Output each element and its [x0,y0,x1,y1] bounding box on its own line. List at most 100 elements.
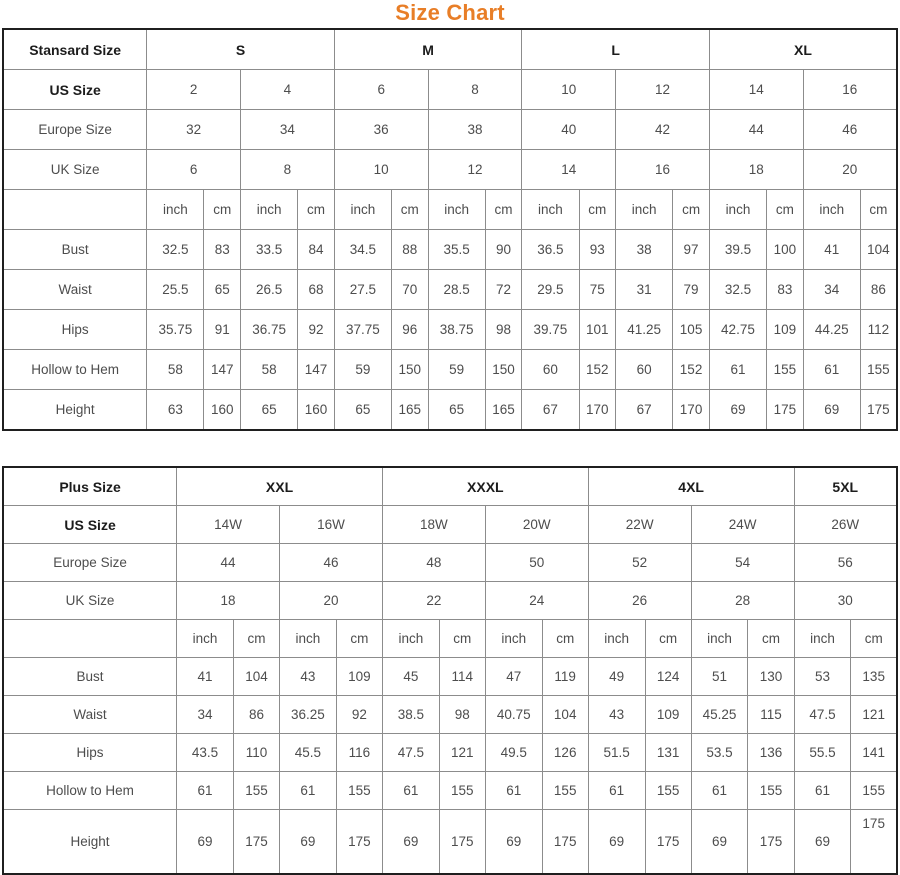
measure-cm-value: 155 [747,771,795,810]
unit-inch-header: inch [793,619,852,658]
measure-inch-value: 28.5 [427,269,486,310]
measure-cm-value: 72 [484,269,523,310]
size-value-cell: 16 [802,69,898,110]
measure-cm-value: 130 [747,657,795,696]
measure-cm-value: 155 [335,771,383,810]
measure-cm-value: 97 [672,229,710,270]
measure-inch-value: 69 [484,809,543,875]
measure-cm-value: 155 [644,771,692,810]
measure-inch-value: 38.75 [427,309,486,350]
size-value-cell: 22W [587,505,692,544]
size-value-cell: 46 [279,543,383,582]
size-value-cell: 16W [279,505,383,544]
measure-cm-value: 104 [232,657,281,696]
unit-inch-header: inch [240,189,299,230]
measure-inch-value: 69 [279,809,337,875]
measure-row: Bust 32.5 83 33.5 84 34.5 88 35.5 90 36.5 93 38 97 39… [2,229,898,270]
measure-cm-value: 175 [541,809,589,875]
size-value-cell: 14 [521,149,617,190]
measure-inch-value: 47.5 [381,733,440,772]
unit-inch-header: inch [146,189,205,230]
measure-inch-value: 45.5 [279,733,337,772]
measure-inch-value: 61 [690,771,749,810]
measure-inch-value: 58 [146,349,205,390]
measure-cm-value: 175 [747,809,795,875]
measure-inch-value: 35.75 [146,309,205,350]
size-row: US Size 14W 16W 18W 20W 22W 24W 26W [2,505,898,544]
size-group-header: XXXL [381,466,589,506]
measure-cm-value: 86 [859,269,898,310]
size-value-cell: 12 [427,149,523,190]
measure-inch-value: 65 [333,389,392,431]
unit-cm-header: cm [438,619,486,658]
measure-inch-value: 41 [802,229,861,270]
size-value-cell: 44 [176,543,281,582]
measure-cm-value: 155 [850,771,898,810]
measure-cm-value: 70 [390,269,429,310]
measure-row-label: Hips [2,733,178,772]
measure-inch-value: 69 [690,809,749,875]
measure-inch-value: 37.75 [333,309,392,350]
measure-inch-value: 36.5 [521,229,580,270]
unit-inch-header: inch [615,189,674,230]
measure-inch-value: 39.5 [708,229,768,270]
size-tables-container: Stansard Size S M L XL US Size 2 4 6 8 10 12 14 16 Eur… [0,28,900,875]
size-value-cell: 8 [240,149,335,190]
measure-cm-value: 83 [766,269,804,310]
measure-row-label: Height [2,809,178,875]
measure-cm-value: 68 [297,269,335,310]
measure-cm-value: 79 [672,269,710,310]
measure-cm-value: 92 [297,309,335,350]
measure-cm-value: 92 [335,695,383,734]
measure-cm-value: 155 [232,771,281,810]
measure-inch-value: 63 [146,389,205,431]
measure-inch-value: 65 [240,389,299,431]
unit-cm-header: cm [541,619,589,658]
measure-inch-value: 32.5 [146,229,205,270]
measure-inch-value: 61 [176,771,234,810]
measure-inch-value: 53.5 [690,733,749,772]
measure-inch-value: 60 [615,349,674,390]
measure-cm-value: 121 [850,695,898,734]
measure-inch-value: 59 [333,349,392,390]
measure-cm-value: 75 [578,269,617,310]
size-value-cell: 6 [333,69,429,110]
unit-row-spacer [2,619,178,658]
size-group-row: Stansard Size S M L XL [2,28,898,70]
measure-inch-value: 38 [615,229,674,270]
measure-cm-value: 175 [859,389,898,431]
measure-cm-value: 98 [438,695,486,734]
unit-cm-header: cm [232,619,281,658]
size-group-header: 5XL [793,466,898,506]
size-value-cell: 44 [708,109,804,150]
corner-label: Stansard Size [2,28,148,70]
measure-cm-value: 175 [850,809,898,875]
size-group-header: M [333,28,523,70]
plus-size-table: Plus Size XXL XXXL 4XL 5XL US Size 14W 16W 18W 20… [2,466,898,875]
measure-inch-value: 58 [240,349,299,390]
measure-row: Waist 34 86 36.25 92 38.5 98 40.75 104 43 109 45.25… [2,695,898,734]
measure-inch-value: 69 [708,389,768,431]
measure-inch-value: 51 [690,657,749,696]
measure-cm-value: 83 [203,229,242,270]
size-value-cell: 20 [279,581,383,620]
size-value-cell: 6 [146,149,242,190]
measure-cm-value: 98 [484,309,523,350]
size-row-label: US Size [2,69,148,110]
unit-inch-header: inch [333,189,392,230]
measure-inch-value: 43.5 [176,733,234,772]
size-value-cell: 16 [615,149,710,190]
size-value-cell: 20W [484,505,589,544]
unit-cm-header: cm [747,619,795,658]
measure-inch-value: 41 [176,657,234,696]
size-value-cell: 52 [587,543,692,582]
measure-row: Hollow to Hem 58 147 58 147 59 150 59 150 60 152 60… [2,349,898,390]
measure-cm-value: 175 [438,809,486,875]
measure-cm-value: 152 [672,349,710,390]
measure-row: Hips 43.5 110 45.5 116 47.5 121 49.5 126 51.5 131 5… [2,733,898,772]
size-value-cell: 8 [427,69,523,110]
measure-inch-value: 59 [427,349,486,390]
measure-cm-value: 105 [672,309,710,350]
size-group-header: 4XL [587,466,795,506]
